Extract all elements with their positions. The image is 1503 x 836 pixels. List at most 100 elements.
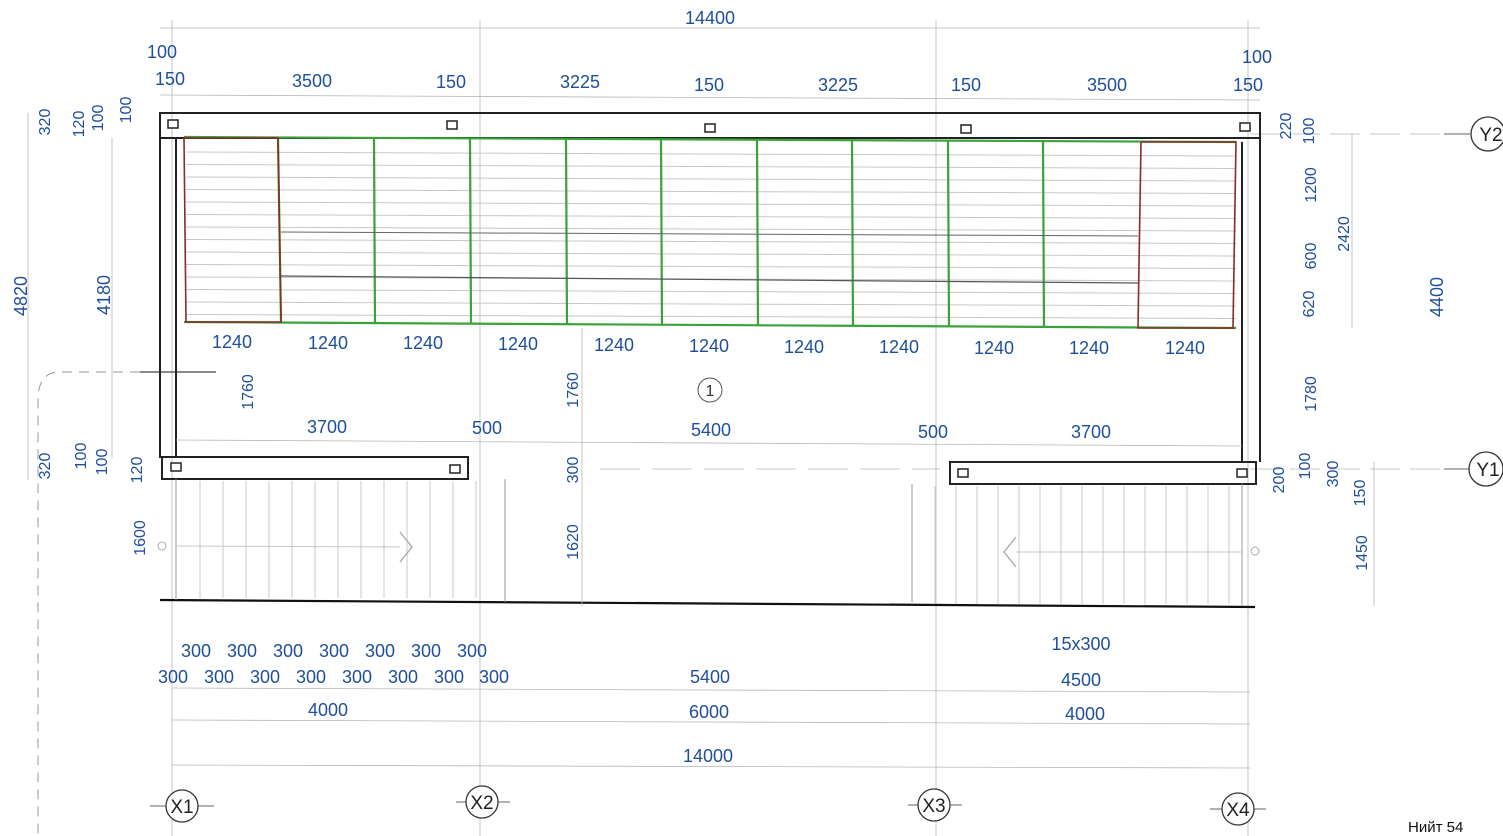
column-marker bbox=[170, 462, 182, 472]
dim-overall-length: 14000 bbox=[683, 746, 733, 766]
dim-step: 300 bbox=[181, 641, 211, 661]
dim-right-opening: 1780 bbox=[1303, 376, 1320, 412]
dim-left-bottom-stack: 100 bbox=[94, 449, 111, 476]
deck-plank-line bbox=[185, 201, 1237, 207]
deck-joist bbox=[564, 138, 569, 326]
column-marker bbox=[704, 123, 716, 133]
dim-overall-width: 14400 bbox=[685, 8, 735, 28]
room-marker: 1 bbox=[697, 377, 723, 403]
axis-marker-x2: X2 bbox=[456, 785, 510, 819]
room-marker-label: 1 bbox=[706, 383, 715, 400]
dim-top-segment: 150 bbox=[436, 72, 466, 92]
axis-label-y2: Y2 bbox=[1479, 125, 1502, 146]
axis-label-x4: X4 bbox=[1226, 800, 1250, 821]
deck-plank-line bbox=[185, 176, 1237, 182]
dim-step: 300 bbox=[434, 667, 464, 687]
footer-text: Нийт 54 bbox=[1408, 819, 1463, 836]
dim-step: 300 bbox=[273, 641, 303, 661]
dim-panel-width: 1240 bbox=[879, 337, 919, 357]
deck-plank-line bbox=[185, 264, 1237, 269]
dim-right-stack-bottom: 150 bbox=[1352, 480, 1369, 507]
deck-plank-line bbox=[185, 151, 1237, 157]
dim-step: 300 bbox=[479, 667, 509, 687]
axis-label-y1: Y1 bbox=[1476, 460, 1499, 481]
dim-step: 300 bbox=[388, 667, 418, 687]
dim-panel-width: 1240 bbox=[594, 335, 634, 355]
dim-panel-width: 1240 bbox=[689, 336, 729, 356]
mid-dimensions: 3700 500 5400 500 3700 1760 300 1620 bbox=[175, 328, 1243, 606]
deck-joist bbox=[1041, 141, 1046, 328]
axis-label-x1: X1 bbox=[170, 797, 193, 818]
dim-center-total: 6000 bbox=[689, 702, 729, 722]
axis-marker-x3: X3 bbox=[908, 788, 962, 822]
axis-label-x3: X3 bbox=[922, 796, 945, 817]
dim-top-segment: 3500 bbox=[292, 71, 332, 91]
dim-left-top-stack: 100 bbox=[90, 105, 107, 132]
axis-label-x2: X2 bbox=[470, 793, 493, 814]
deck-plank-line bbox=[185, 289, 1237, 294]
stair-centerline bbox=[175, 545, 401, 548]
column-marker bbox=[960, 124, 972, 134]
panel-width-dimensions: 1240 1240 1240 1240 1240 1240 1240 1240 … bbox=[212, 332, 1205, 358]
dim-right-run: 4500 bbox=[1061, 670, 1101, 690]
dim-left-inner: 4180 bbox=[94, 275, 114, 315]
dim-top-segment: 150 bbox=[1233, 75, 1263, 95]
column-markers bbox=[167, 119, 1251, 478]
dim-right-stair-depth: 1450 bbox=[1354, 535, 1371, 571]
dim-panel-width: 1240 bbox=[212, 332, 252, 352]
top-dimension-lines: 14400 100 100 150 3500 150 3225 150 3225… bbox=[147, 8, 1272, 101]
dim-top-segment: 3500 bbox=[1087, 75, 1127, 95]
dim-mid-right-gap: 500 bbox=[918, 422, 948, 442]
dim-right-stack-top: 100 bbox=[1301, 118, 1318, 145]
dashed-boundary bbox=[37, 371, 140, 836]
dim-left-stair-depth: 1600 bbox=[132, 520, 149, 556]
dim-mid-right-span: 3700 bbox=[1071, 422, 1111, 442]
dim-step: 300 bbox=[250, 667, 280, 687]
deck-joist bbox=[946, 140, 951, 328]
bottom-dimensions: 300 300 300 300 300 300 300 300 300 300 … bbox=[158, 634, 1251, 769]
dim-right-band: 620 bbox=[1301, 291, 1318, 318]
column-marker bbox=[957, 468, 969, 478]
deck-plank-line bbox=[185, 239, 1237, 244]
dim-right-band: 600 bbox=[1303, 243, 1320, 270]
dim-step: 300 bbox=[204, 667, 234, 687]
deck-plank-line bbox=[185, 314, 1237, 319]
dim-top-segment: 3225 bbox=[560, 72, 600, 92]
dim-top-segment: 150 bbox=[694, 75, 724, 95]
dim-panel-width: 1240 bbox=[403, 333, 443, 353]
deck-joist bbox=[468, 138, 473, 325]
dim-offset-left: 100 bbox=[147, 42, 177, 62]
dim-left-bottom-stack: 120 bbox=[129, 457, 146, 484]
dim-right-stack-top: 220 bbox=[1278, 113, 1295, 140]
dim-mid-left-gap: 500 bbox=[472, 418, 502, 438]
dim-top-segment: 3225 bbox=[818, 75, 858, 95]
stair-left bbox=[157, 481, 477, 598]
dim-panel-width: 1240 bbox=[974, 338, 1014, 358]
dim-left-total: 4000 bbox=[308, 700, 348, 720]
dim-left-bottom-stack: 320 bbox=[37, 453, 54, 480]
dim-step: 300 bbox=[319, 641, 349, 661]
stair-right bbox=[934, 486, 1260, 604]
column-marker bbox=[446, 120, 458, 130]
dim-panel-width: 1240 bbox=[784, 337, 824, 357]
dim-step: 300 bbox=[158, 667, 188, 687]
axis-marker-x1: X1 bbox=[150, 789, 214, 823]
dim-step: 300 bbox=[296, 667, 326, 687]
dim-right-stack-bottom: 200 bbox=[1271, 467, 1288, 494]
dim-step: 300 bbox=[342, 667, 372, 687]
deck-joist bbox=[372, 137, 377, 325]
dim-left-bottom-stack: 100 bbox=[73, 443, 90, 470]
deck-joist bbox=[850, 140, 855, 327]
deck-plank-line bbox=[185, 164, 1237, 169]
deck-plank-line bbox=[185, 189, 1237, 194]
dim-step: 300 bbox=[227, 641, 257, 661]
building-outline bbox=[159, 112, 1261, 609]
deck-joist bbox=[755, 139, 760, 327]
dim-right-axis-span: 4400 bbox=[1427, 277, 1447, 317]
deck-plank-line bbox=[185, 301, 1237, 307]
deck-plank-line bbox=[185, 251, 1237, 257]
column-marker bbox=[1239, 122, 1251, 132]
axis-marker-x4: X4 bbox=[1210, 792, 1266, 826]
dim-mid-left-span: 3700 bbox=[307, 417, 347, 437]
dim-panel-width: 1240 bbox=[308, 333, 348, 353]
